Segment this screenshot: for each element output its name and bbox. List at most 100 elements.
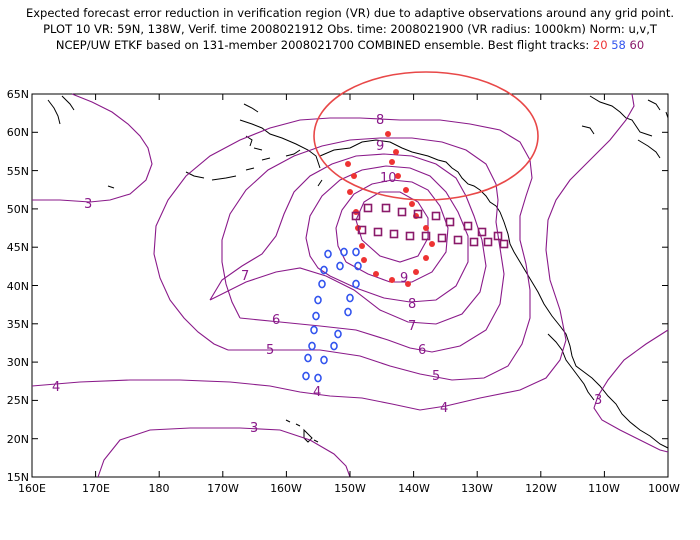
track-60-marker [453,235,463,245]
track-58-marker [352,279,360,289]
track-58-marker [320,355,328,365]
lat-label-65n: 65N [7,88,29,101]
track-58-marker [310,325,318,335]
track-20-marker [361,257,367,263]
header-plot-info: PLOT 10 VR: 59N, 138W, Verif. time 20080… [43,22,657,36]
contour-3-east [593,329,669,453]
contour-label-3-west: 3 [84,197,92,212]
header-ensemble-info: NCEP/UW ETKF based on 131-member 2008021… [0,37,700,53]
longitude-labels: 160E 170E 180 170W 160W 150W 140W 130W 1… [18,482,680,495]
contour-label-4-west: 4 [52,380,60,395]
lon-label-130w: 130W [461,482,493,495]
contour-label-8-south: 8 [408,297,416,312]
lat-label-45n: 45N [7,241,29,254]
lon-label-160e: 160E [18,482,46,495]
contour-label-4-east: 4 [440,401,448,416]
track-60-marker [483,237,493,247]
track-20-marker [389,277,395,283]
track-60-marker [397,207,407,217]
track-60-marker [389,229,399,239]
track-58-marker [320,265,328,275]
track-20-marker [395,173,401,179]
lat-label-50n: 50N [7,203,29,216]
contour-8-main [305,165,469,303]
track-20-marker [423,225,429,231]
track-20-marker [389,159,395,165]
contour-labels: 3 3 3 4 4 4 5 5 6 6 7 7 8 8 9 9 10 [52,113,602,436]
contours [31,93,669,478]
contour-label-7-east: 7 [408,319,416,334]
contour-4-main [31,93,635,411]
track-20-marker [351,173,357,179]
track-60-marker [469,237,479,247]
contour-5-main [153,117,533,381]
track-58-marker [336,261,344,271]
track-20-marker [347,189,353,195]
flight-track-58 [302,247,362,383]
track-60-label: 60 [629,38,645,52]
track-60-marker [477,227,487,237]
lat-label-15n: 15N [7,471,29,484]
track-60-marker [363,203,373,213]
contour-3-south [97,427,351,478]
track-58-marker [318,279,326,289]
lon-label-140w: 140W [398,482,430,495]
verification-region-circle [313,71,539,201]
track-60-marker [357,225,367,235]
contour-label-10: 10 [380,171,397,186]
track-58-marker [334,329,342,339]
contour-label-4-mid: 4 [313,385,321,400]
header-title: Expected forecast error reduction in ver… [25,6,675,20]
contour-label-9-north: 9 [376,139,384,154]
lat-label-40n: 40N [7,280,29,293]
track-20-marker [359,243,365,249]
contour-label-8-north: 8 [376,113,384,128]
contour-label-6-west: 6 [272,313,280,328]
track-60-marker [421,231,431,241]
lat-label-55n: 55N [7,165,29,178]
coastlines [47,95,669,449]
track-58-marker [346,293,354,303]
contour-label-6-east: 6 [418,343,426,358]
track-60-marker [493,231,503,241]
track-20-marker [373,271,379,277]
track-60-marker [431,211,441,221]
contour-label-3-east: 3 [594,393,602,408]
map-header: Expected forecast error reduction in ver… [0,0,700,53]
track-60-marker [445,217,455,227]
lon-label-160w: 160W [270,482,302,495]
lon-label-150w: 150W [334,482,366,495]
contour-10-main [355,191,429,263]
contour-6-main [221,137,505,353]
track-20-marker [393,149,399,155]
track-60-marker [381,203,391,213]
contour-label-3-south: 3 [250,421,258,436]
lon-label-120w: 120W [525,482,557,495]
flight-track-60 [351,203,509,249]
lat-label-30n: 30N [7,356,29,369]
track-58-marker [340,247,348,257]
lon-label-170e: 170E [82,482,110,495]
track-58-marker [352,247,360,257]
track-20-marker [423,255,429,261]
lon-label-110w: 110W [588,482,620,495]
contour-9-main [335,179,449,283]
contour-label-5-west: 5 [266,343,274,358]
track-20-marker [429,241,435,247]
contour-3-west [32,93,153,203]
lat-label-60n: 60N [7,126,29,139]
contour-label-9-south: 9 [400,271,408,286]
track-58-marker [312,311,320,321]
lat-label-20n: 20N [7,433,29,446]
track-58-marker [314,295,322,305]
contour-label-5-east: 5 [432,369,440,384]
track-60-marker [437,233,447,243]
track-60-marker [499,239,509,249]
track-58-marker [308,341,316,351]
track-58-marker [330,341,338,351]
latitude-labels: 65N 60N 55N 50N 45N 40N 35N 30N 25N 20N … [7,88,29,484]
track-58-marker [302,371,310,381]
lon-label-100w: 100W [648,482,680,495]
track-20-label: 20 [592,38,608,52]
lon-label-180: 180 [149,482,170,495]
